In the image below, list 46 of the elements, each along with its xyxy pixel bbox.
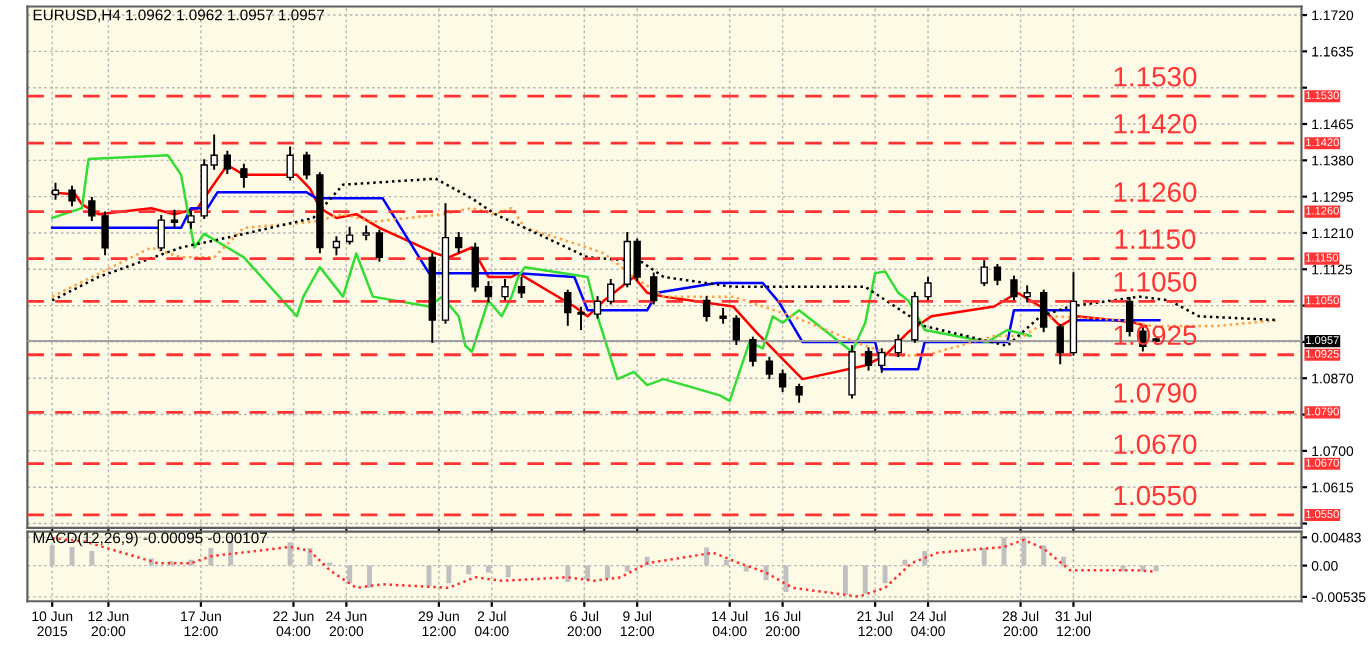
text: 1.1150	[1115, 229, 1196, 249]
candlestick	[286, 146, 294, 181]
candlestick	[607, 279, 615, 305]
candlestick	[924, 276, 932, 301]
text: 1.1530	[1114, 66, 1197, 87]
text: 1.0670	[1114, 434, 1197, 455]
text: 1.0790	[1114, 383, 1197, 403]
candlestick	[471, 242, 479, 292]
candlestick	[517, 276, 526, 299]
candlestick	[864, 347, 873, 371]
candlestick	[719, 308, 727, 324]
text: 1.1050	[1114, 272, 1197, 292]
candlestick	[223, 150, 232, 175]
text: 1.1260	[1114, 182, 1197, 202]
candlestick	[765, 356, 774, 380]
candlestick	[1010, 275, 1018, 301]
candlestick	[88, 196, 96, 222]
line-series	[50, 206, 1280, 357]
candlestick	[732, 315, 741, 346]
candlestick	[501, 279, 509, 301]
candlestick	[702, 296, 711, 322]
candlestick	[240, 163, 248, 188]
candlestick	[749, 336, 757, 367]
candlestick	[68, 185, 76, 207]
candlestick	[1040, 289, 1048, 333]
text: 1.1420	[1114, 113, 1197, 134]
candlestick	[993, 264, 1002, 286]
candlestick	[484, 281, 493, 303]
candlestick	[894, 334, 902, 357]
candlestick	[577, 306, 585, 331]
candlestick	[455, 232, 463, 254]
candlestick	[980, 260, 988, 287]
text: 1.0550	[1114, 485, 1197, 506]
candlestick	[157, 214, 165, 252]
candlestick	[848, 345, 856, 399]
candlestick	[564, 289, 572, 326]
candlestick	[101, 211, 109, 256]
candlestick	[303, 151, 311, 180]
line-series	[50, 153, 1032, 403]
candlestick	[878, 348, 886, 373]
candlestick	[593, 296, 602, 319]
candlestick	[778, 369, 787, 393]
candlestick	[650, 272, 658, 305]
candlestick	[1056, 323, 1064, 365]
line-series	[50, 177, 1280, 348]
candlestick	[375, 229, 384, 262]
